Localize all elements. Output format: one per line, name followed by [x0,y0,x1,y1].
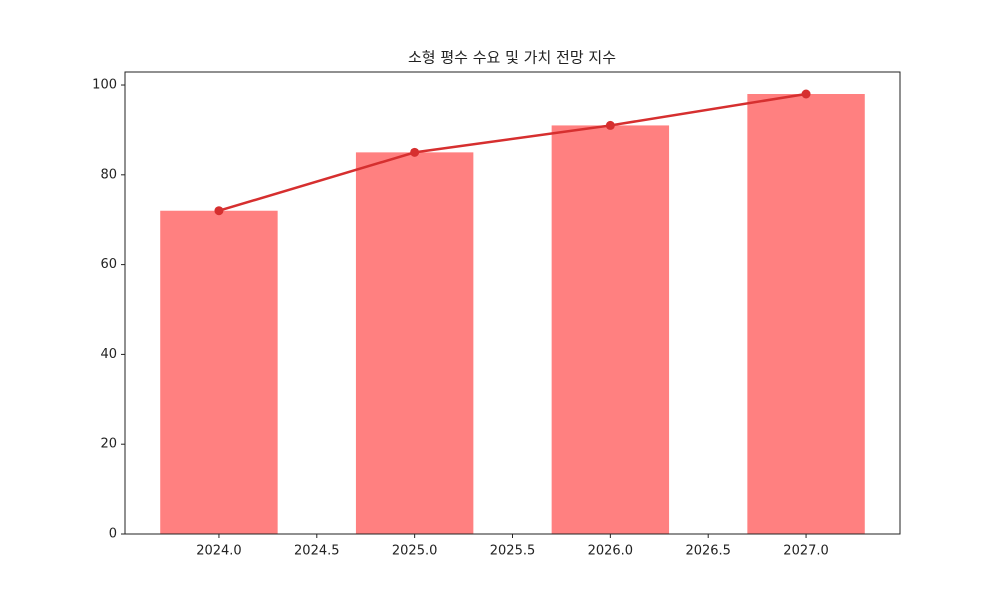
x-tick-label: 2024.5 [294,544,340,559]
chart-title: 소형 평수 수요 및 가치 전망 지수 [408,49,616,67]
bar [551,125,670,534]
y-tick-label: 100 [92,78,117,93]
point [214,206,224,216]
x-tick-label: 2025.0 [392,544,438,559]
point [410,147,420,157]
x-tick-label: 2027.0 [783,544,829,559]
y-tick-label: 80 [100,167,117,182]
bar [160,210,278,535]
line [218,92,807,212]
x-tick-label: 2025.5 [490,544,536,559]
y-tick-label: 20 [100,437,117,452]
point [801,89,811,99]
y-tick-label: 0 [109,527,117,542]
y-tick-label: 40 [100,347,117,362]
x-tick-label: 2024.0 [196,544,242,559]
y-tick-label: 60 [100,257,117,272]
bar [747,94,865,534]
x-tick-label: 2026.5 [685,544,731,559]
point [605,120,615,130]
x-tick-label: 2026.0 [588,544,634,559]
bar [355,152,474,534]
